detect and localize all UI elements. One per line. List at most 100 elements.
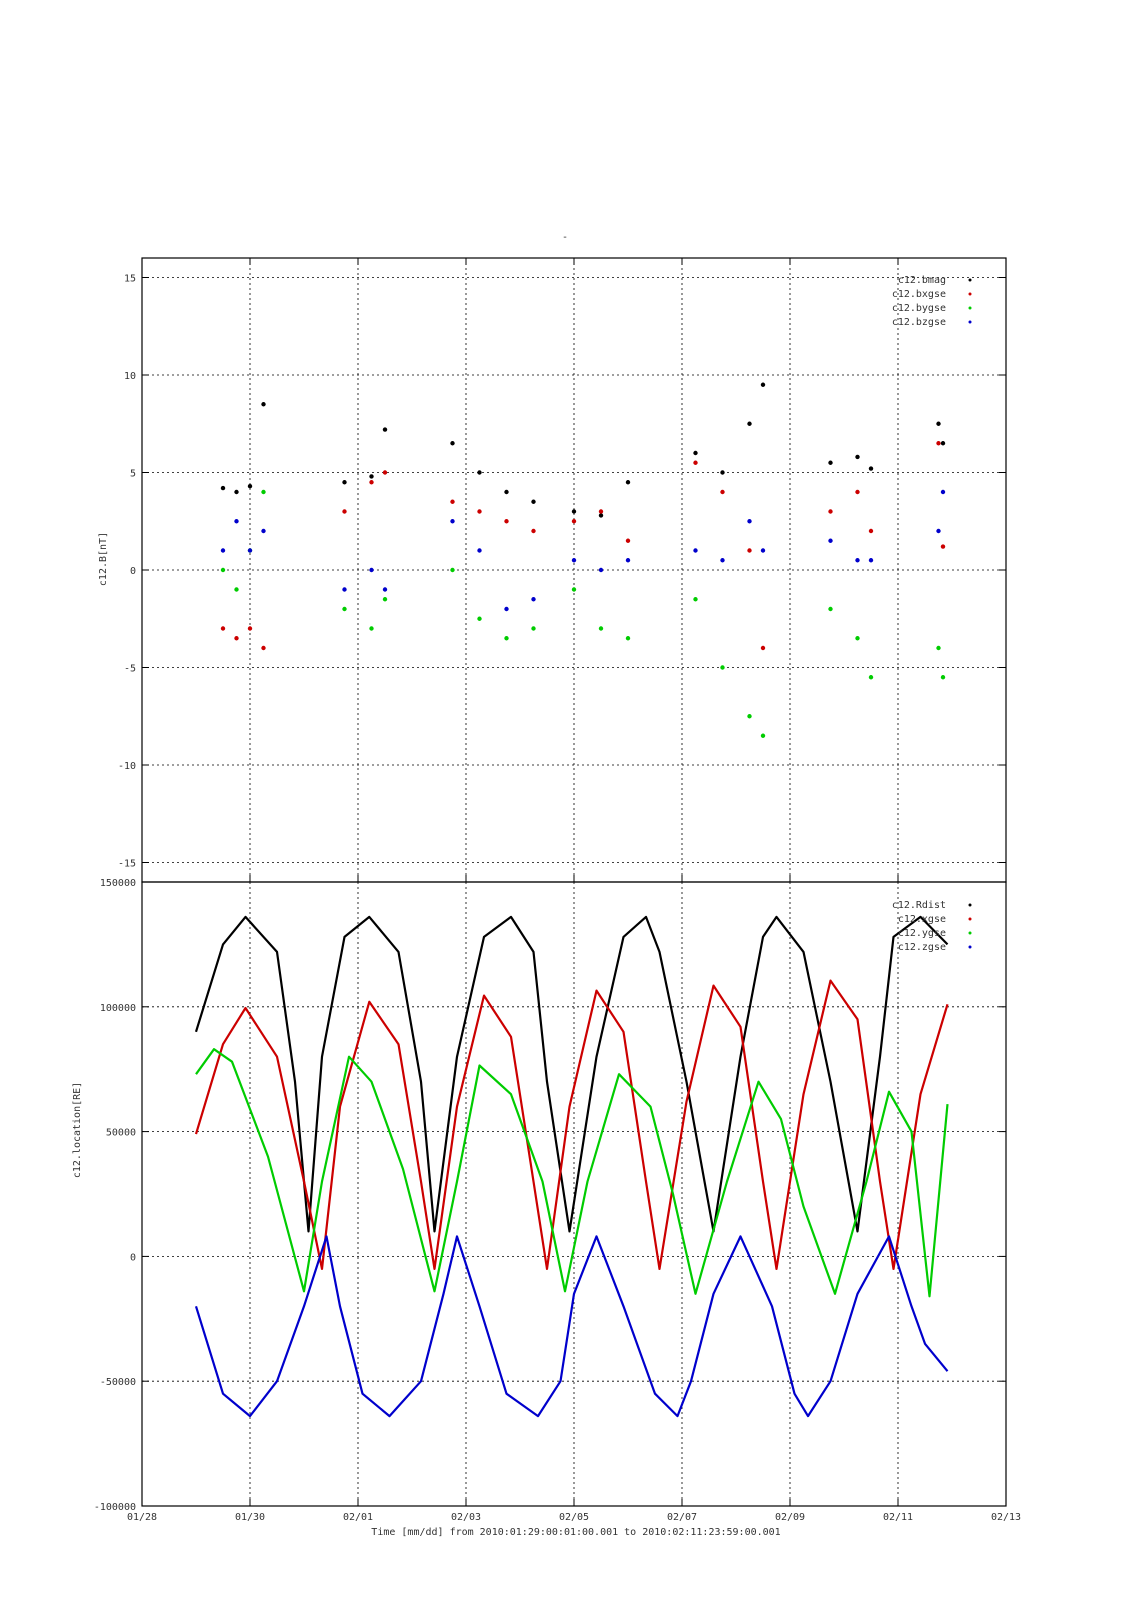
magnetic-field-data-point [828,460,833,465]
magnetic-field-series [220,382,946,738]
x-tick-label: 02/13 [991,1512,1021,1523]
magnetic-field-data-point [940,544,946,549]
series-c12-zgse-line [194,1235,949,1418]
magnetic-field-data-point [220,485,226,491]
magnetic-field-data-point [868,528,874,534]
magnetic-field-data-point [450,499,455,504]
magnetic-field-data-point [369,480,374,485]
magnetic-field-data-point [220,626,226,631]
magnetic-field-data-point [720,665,725,670]
legend-marker [968,306,972,310]
magnetic-field-data-point [868,675,874,680]
magnetic-field-data-point [760,645,766,651]
magnetic-field-data-point [234,636,239,641]
magnetic-field-data-point [531,626,536,631]
magnetic-field-data-point [477,616,482,621]
magnetic-field-data-point [760,733,766,738]
legend-marker [968,903,972,907]
magnetic-field-data-point [369,626,374,631]
magnetic-field-data-point [477,470,482,475]
magnetic-field-data-point [760,548,766,553]
series-c12-bzgse [220,489,946,612]
magnetic-field-data-point [382,427,388,432]
magnetic-field-data-point [531,499,536,504]
magnetic-field-y-tick-label: -15 [118,859,136,870]
magnetic-field-data-point [531,597,536,602]
magnetic-field-data-point [234,489,239,495]
location-frame [141,881,1007,1507]
x-tick-label: 02/03 [451,1512,481,1523]
magnetic-field-data-point [747,714,752,719]
magnetic-field-data-point [261,489,266,495]
figure-title: - [562,232,568,243]
series-c12-bxgse [220,441,946,651]
magnetic-field-data-point [625,480,631,485]
legend-label: c12.bmag [898,275,946,286]
series-c12-Rdist-line [194,915,949,1233]
x-axis-caption: Time [mm/dd] from 2010:01:29:00:01:00.00… [371,1527,780,1538]
magnetic-field-data-point [261,402,266,407]
magnetic-field-data-point [598,509,604,514]
magnetic-field-data-point [504,489,509,495]
magnetic-field-data-point [477,509,482,514]
magnetic-field-data-point [571,519,577,524]
magnetic-field-data-point [247,483,253,489]
legend-label: c12.Rdist [892,900,946,911]
legend-marker [968,320,972,324]
magnetic-field-data-point [760,382,766,387]
magnetic-field-data-point [693,597,698,602]
magnetic-field-data-point [598,513,604,518]
x-tick-label: 01/30 [235,1512,265,1523]
magnetic-field-data-point [531,528,536,534]
location-y-tick-label: -100000 [94,1502,136,1513]
legend-label: c12.bxgse [892,289,946,300]
legend-marker [968,917,972,921]
magnetic-field-data-point [234,587,239,592]
magnetic-field-data-point [369,474,374,479]
magnetic-field-data-point [936,441,941,446]
magnetic-field-data-point [382,597,388,602]
magnetic-field-data-point [855,558,860,563]
magnetic-field-data-point [747,421,752,426]
legend-label: c12.ygse [898,928,946,939]
magnetic-field-data-point [625,538,631,543]
magnetic-field-data-point [693,460,698,465]
magnetic-field-data-point [936,421,941,426]
magnetic-field-data-point [234,519,239,524]
x-tick-label: 02/09 [775,1512,805,1523]
magnetic-field-data-point [450,441,455,446]
location-x-ticks: 01/28 01/30 02/01 02/03 02/05 02/07 02/09 02/11… [127,258,1021,1523]
magnetic-field-data-point [342,480,347,485]
magnetic-field-data-point [855,636,860,641]
x-tick-label: 02/11 [883,1512,913,1523]
magnetic-field-data-point [747,548,752,553]
legend-label: c12.xgse [898,914,946,925]
magnetic-field-data-point [936,528,941,534]
magnetic-field-y-tick-label: 5 [130,469,136,480]
magnetic-field-data-point [571,587,577,592]
magnetic-field-data-point [625,558,631,563]
magnetic-field-data-point [450,567,455,573]
magnetic-field-data-point [247,548,253,553]
legend-label: c12.zgse [898,942,946,953]
magnetic-field-data-point [828,538,833,543]
magnetic-field-data-point [720,558,725,563]
magnetic-field-data-point [382,470,388,475]
magnetic-field-data-point [571,558,577,563]
magnetic-field-data-point [693,548,698,553]
magnetic-field-y-ticks: 15 10 5 0 -5 -10 -15 [118,274,1006,870]
magnetic-field-data-point [693,450,698,456]
magnetic-field-data-point [504,606,509,612]
magnetic-field-data-point [342,606,347,612]
magnetic-field-data-point [828,606,833,612]
magnetic-field-data-point [261,645,266,651]
magnetic-field-panel: 15 10 5 0 -5 -10 -15 c12.B[nT] c12.bmag c12.bxg… [98,257,1007,883]
location-legend: c12.Rdist c12.xgse c12.ygse c12.zgse [892,900,972,953]
magnetic-field-data-point [450,519,455,524]
series-c12-ygse-line [195,1048,949,1298]
magnetic-field-data-point [477,548,482,553]
magnetic-field-grid [142,258,1006,882]
magnetic-field-y-axis-label: c12.B[nT] [98,532,109,586]
